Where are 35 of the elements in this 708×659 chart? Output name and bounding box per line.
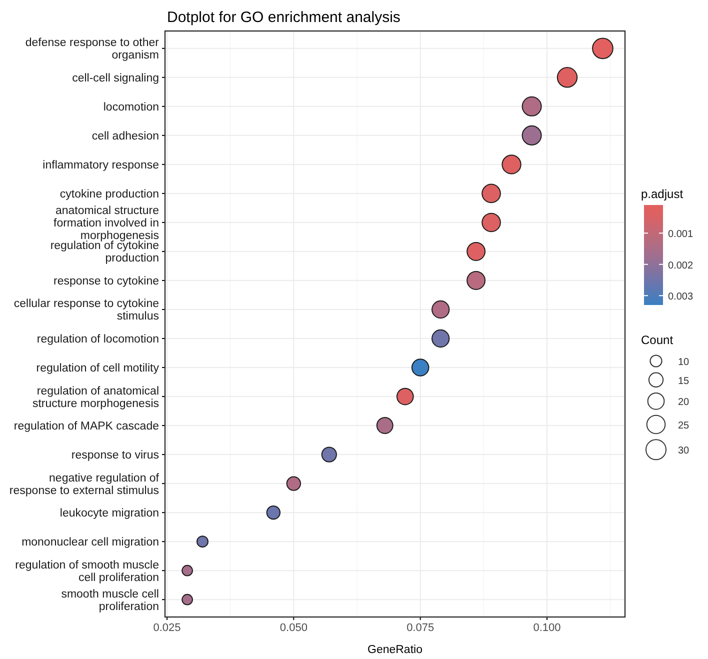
y-tick-label: regulation of cell motility [36,362,160,375]
legend-title: Count [641,333,674,347]
y-tick-label: cell adhesion [92,130,159,142]
y-tick-label: regulation of cytokine production [50,240,159,265]
y-tick-label: regulation of smooth muscle cell proliferation [15,559,159,584]
legend-label: 30 [678,446,690,457]
legend-label: 25 [678,420,690,432]
legend-label: 10 [678,357,690,368]
y-tick-label: negative regulation of response to external stimulus [9,472,160,497]
legend-label: 15 [678,376,690,387]
y-tick-label: response to virus [71,450,160,462]
y-tick-label: mononuclear cell migration [22,536,159,549]
y-tick-label: regulation of MAPK cascade [14,420,159,433]
y-tick-label: regulation of anatomical structure morphogenesis [32,385,160,410]
x-axis-title: GeneRatio [368,644,422,656]
y-tick-label: locomotion [103,101,159,114]
y-tick-label: cytokine production [60,188,159,200]
y-tick-label: inflammatory response [42,159,159,172]
y-tick-label: cell-cell signaling [72,72,159,84]
y-tick-label: defense response to other organism [25,37,160,62]
y-tick-label: response to cytokine [54,275,159,288]
color-bar-label: 0.001 [668,229,694,240]
y-tick-label: cellular response to cytokine stimulus [14,298,160,323]
chart-title: Dotplot for GO enrichment analysis [167,9,400,26]
color-bar-label: 0.002 [668,260,694,272]
x-tick-label: 0.050 [280,622,308,634]
x-tick-label: 0.025 [153,622,181,634]
color-bar-label: 0.003 [668,292,694,303]
y-tick-label: leukocyte migration [60,508,159,520]
x-tick-label: 0.100 [533,622,561,634]
color-bar-title: p.adjust [641,187,684,201]
y-tick-label: regulation of locomotion [36,334,159,346]
legend-label: 20 [678,397,690,408]
y-tick-label: smooth muscle cell proliferation [61,588,159,613]
x-tick-label: 0.075 [406,622,434,634]
